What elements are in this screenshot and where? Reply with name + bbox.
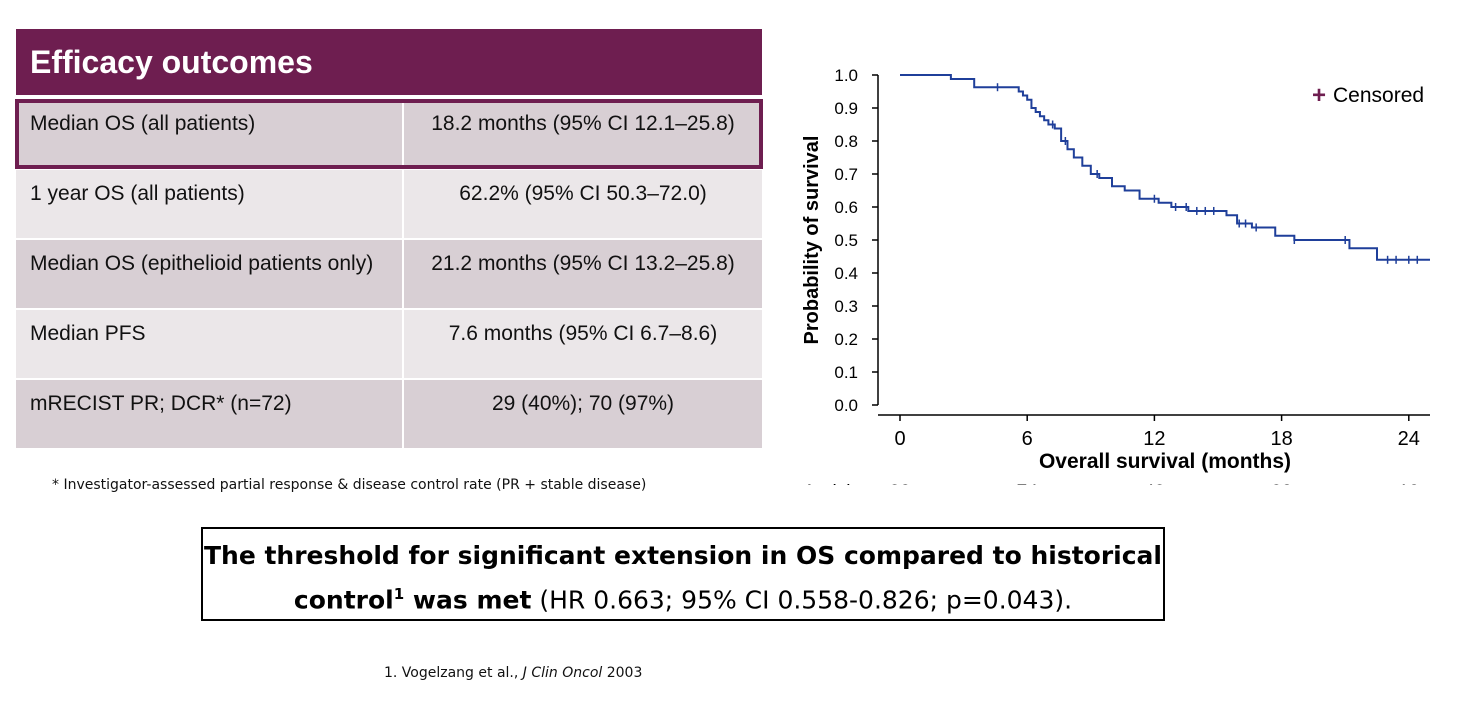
survival-chart: 0.0 0.1 0.2 0.3 0.4 0.5 0.6 0.7 0.8 0.9 1.0 Probabi…: [801, 66, 1430, 485]
conclusion-bold-1: The threshold for significant extension …: [203, 541, 1163, 615]
conclusion-stats: (HR 0.663; 95% CI 0.558-0.826; p=0.043).: [531, 585, 1073, 615]
table-row: Median PFS 7.6 months (95% CI 6.7–8.6): [16, 310, 762, 378]
reference-journal: J Clin Oncol: [522, 665, 603, 681]
x-tick-label: 12: [1143, 428, 1165, 450]
table-row: Median OS (all patients) 18.2 months (95…: [15, 99, 763, 169]
y-tick-label: 0.6: [834, 198, 858, 217]
at-risk-count: 74: [1017, 482, 1039, 485]
conclusion-bold-2: was met: [404, 585, 532, 615]
table-row: mRECIST PR; DCR* (n=72) 29 (40%); 70 (97…: [16, 380, 762, 448]
y-tick-label: 0.3: [834, 297, 858, 316]
row-label: mRECIST PR; DCR* (n=72): [16, 380, 402, 448]
y-axis-label: Probability of survival: [801, 136, 823, 345]
efficacy-table: Efficacy outcomes Median OS (all patient…: [15, 29, 763, 450]
at-risk-count: 12: [1398, 482, 1419, 485]
at-risk-count: 20: [1271, 482, 1292, 485]
x-tick-label: 18: [1270, 428, 1292, 450]
y-tick-label: 0.7: [834, 165, 858, 184]
table-row: 1 year OS (all patients) 62.2% (95% CI 5…: [16, 170, 762, 238]
y-tick-label: 0.0: [834, 396, 858, 415]
row-label: 1 year OS (all patients): [16, 170, 402, 238]
y-tick-label: 0.9: [834, 99, 858, 118]
row-label: Median OS (all patients): [16, 100, 402, 168]
conclusion-box: The threshold for significant extension …: [201, 527, 1165, 621]
y-tick-label: 0.8: [834, 132, 858, 151]
y-tick-label: 0.2: [834, 330, 858, 349]
conclusion-superscript: 1: [393, 585, 405, 603]
reference-year: 2003: [602, 665, 643, 681]
at-risk-count: 43: [1144, 482, 1165, 485]
row-value: 18.2 months (95% CI 12.1–25.8): [404, 100, 762, 168]
row-value: 21.2 months (95% CI 13.2–25.8): [404, 240, 762, 308]
row-value: 29 (40%); 70 (97%): [404, 380, 762, 448]
y-tick-label: 0.4: [834, 264, 858, 283]
row-value: 62.2% (95% CI 50.3–72.0): [404, 170, 762, 238]
y-tick-label: 1.0: [834, 66, 858, 85]
survival-curve-line: [900, 74, 1430, 261]
y-tick-label: 0.1: [834, 363, 858, 382]
x-axis-label: Overall survival (months): [1039, 450, 1291, 473]
reference-prefix: 1. Vogelzang et al.,: [384, 665, 523, 681]
legend-label: Censored: [1333, 84, 1424, 107]
row-value: 7.6 months (95% CI 6.7–8.6): [404, 310, 762, 378]
at-risk-count: 80: [889, 482, 910, 485]
x-tick-label: 6: [1022, 428, 1033, 450]
x-tick-label: 0: [894, 428, 905, 450]
at-risk-label: At risk: [803, 482, 856, 485]
table-title: Efficacy outcomes: [16, 29, 762, 95]
table-rows: Median OS (all patients) 18.2 months (95…: [15, 99, 763, 448]
reference: 1. Vogelzang et al., J Clin Oncol 2003: [384, 665, 642, 681]
table-row: Median OS (epithelioid patients only) 21…: [16, 240, 762, 308]
table-footnote: * Investigator-assessed partial response…: [52, 477, 647, 493]
row-label: Median PFS: [16, 310, 402, 378]
y-tick-label: 0.5: [834, 231, 858, 250]
x-tick-label: 24: [1398, 428, 1420, 450]
row-label: Median OS (epithelioid patients only): [16, 240, 402, 308]
legend-censored-symbol: +: [1312, 82, 1326, 109]
